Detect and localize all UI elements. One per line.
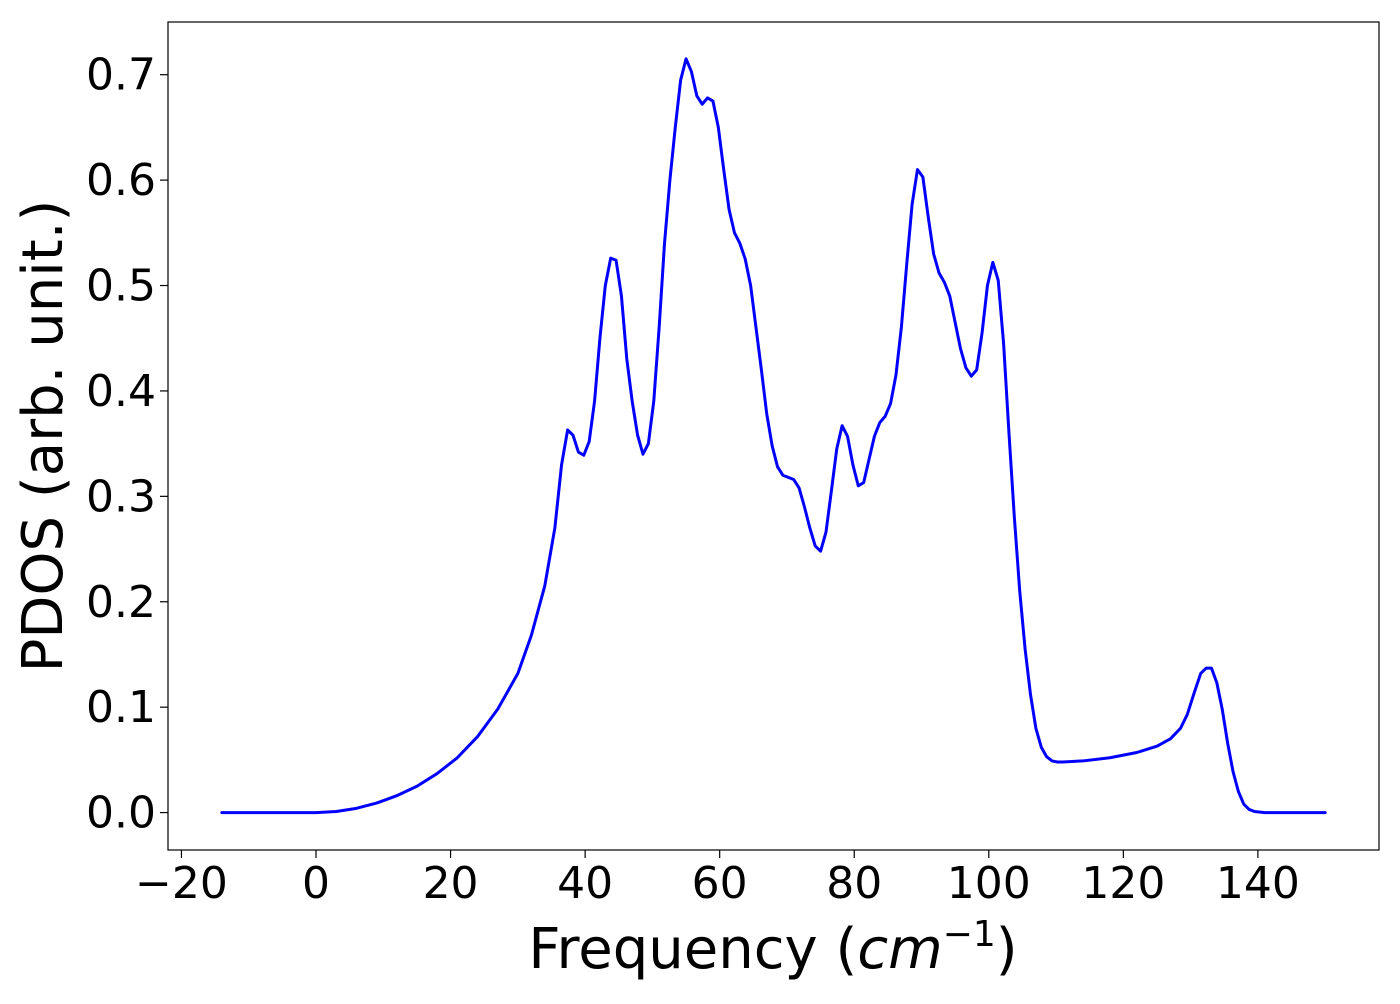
y-tick-label: 0.0 [86,788,156,839]
x-axis-label-unit: cm [857,917,942,982]
x-tick-label: 100 [947,858,1031,909]
y-tick-label: 0.4 [86,366,156,417]
x-tick-label: 120 [1081,858,1165,909]
x-axis-label-close: ) [996,917,1018,982]
x-tick-label: 60 [692,858,748,909]
y-tick-label: 0.2 [86,577,156,628]
y-axis-label: PDOS (arb. unit.) [11,200,76,673]
plot-background [168,22,1379,850]
x-axis-label-exponent: −1 [943,914,996,955]
x-tick-label: −20 [135,858,228,909]
x-axis-ticks: −20 0 20 40 60 80 100 120 140 [135,850,1300,909]
y-tick-label: 0.6 [86,155,156,206]
y-tick-label: 0.5 [86,261,156,312]
x-axis-label: Frequency (cm−1) [528,914,1017,982]
x-tick-label: 80 [826,858,882,909]
y-tick-label: 0.1 [86,682,156,733]
x-tick-label: 20 [423,858,479,909]
x-tick-label: 0 [302,858,330,909]
y-tick-label: 0.3 [86,471,156,522]
x-tick-label: 140 [1216,858,1300,909]
y-tick-label: 0.7 [86,50,156,101]
y-axis-ticks: 0.0 0.1 0.2 0.3 0.4 0.5 0.6 0.7 [86,50,168,839]
x-axis-label-text: Frequency ( [528,917,857,982]
x-tick-label: 40 [557,858,613,909]
